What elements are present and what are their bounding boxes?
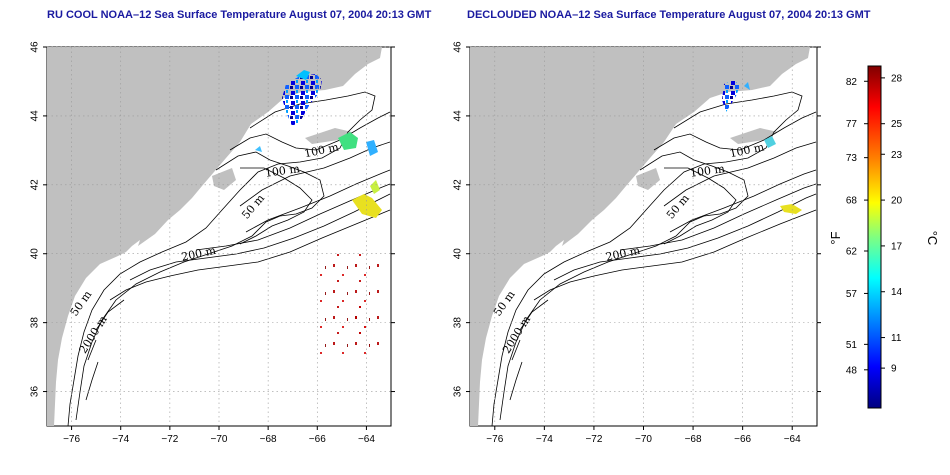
lon-tick-label: −64 — [784, 434, 801, 445]
colorbar-f-label: 73 — [846, 153, 858, 164]
lat-tick-label: 40 — [453, 248, 464, 260]
axis-ticks: −76 −74 −72 −70 −68 −66 −64 46 44 42 40 38 36 −76 −74 −… — [30, 41, 821, 445]
colorbar-c-label: 28 — [891, 73, 903, 84]
colorbar — [867, 65, 882, 409]
colorbar-c-label: 11 — [891, 333, 902, 344]
lat-tick-label: 38 — [453, 317, 464, 329]
lat-tick-label: 38 — [30, 317, 41, 329]
graticule-grid — [47, 46, 817, 426]
lat-tick-label: 46 — [453, 41, 464, 53]
colorbar-f-label: 51 — [846, 340, 858, 351]
colorbar-c-label: 9 — [891, 364, 897, 375]
fahrenheit-unit-label: °F — [828, 231, 843, 244]
colorbar-f-label: 57 — [846, 289, 858, 300]
colorbar-f-label: 48 — [846, 365, 858, 376]
colorbar-c-label: 25 — [891, 119, 903, 130]
lon-tick-label: −66 — [309, 434, 326, 445]
land-island — [305, 128, 352, 144]
land-island — [730, 128, 778, 144]
colorbar-c-label: 17 — [891, 241, 903, 252]
lat-tick-label: 40 — [30, 248, 41, 260]
lat-tick-label: 44 — [453, 110, 464, 122]
lon-tick-label: −68 — [685, 434, 702, 445]
land-mass — [470, 47, 810, 426]
lon-tick-label: −64 — [358, 434, 375, 445]
land-mass — [47, 47, 382, 426]
lon-tick-label: −72 — [161, 434, 178, 445]
lat-tick-label: 42 — [453, 179, 464, 191]
map-title-declouded: DECLOUDED NOAA–12 Sea Surface Temperatur… — [467, 9, 871, 21]
sst-declouded-data — [722, 80, 802, 214]
bathymetry-contours — [491, 91, 817, 427]
colorbar-f-label: 77 — [846, 119, 858, 130]
lon-tick-label: −74 — [112, 434, 129, 445]
colorbar-f-label: 82 — [846, 77, 858, 88]
lat-tick-label: 36 — [30, 386, 41, 398]
lon-tick-label: −70 — [635, 434, 652, 445]
contour-label: 100 m — [689, 162, 726, 180]
colorbar-gradient — [867, 65, 882, 409]
land-inlet — [120, 240, 140, 262]
sst-raw-data — [255, 70, 382, 358]
colorbar-c-label: 23 — [891, 150, 903, 161]
land-peninsula — [212, 168, 236, 190]
lon-tick-label: −74 — [536, 434, 553, 445]
colorbar-scale: 82 77 73 68 62 57 51 48 28 25 23 20 17 14 11 9 °F °C — [828, 73, 940, 376]
colorbar-c-label: 14 — [891, 287, 903, 298]
contour-label: 100 m — [264, 162, 301, 180]
lat-tick-label: 42 — [30, 179, 41, 191]
land-inlet — [544, 240, 564, 262]
lat-tick-label: 36 — [453, 386, 464, 398]
land-peninsula — [636, 168, 660, 190]
colorbar-c-label: 20 — [891, 196, 903, 207]
lon-tick-label: −68 — [260, 434, 277, 445]
lat-tick-label: 44 — [30, 110, 41, 122]
lat-tick-label: 46 — [30, 41, 41, 53]
colorbar-f-label: 68 — [846, 196, 858, 207]
lon-tick-label: −76 — [486, 434, 503, 445]
lon-tick-label: −70 — [211, 434, 228, 445]
lon-tick-label: −76 — [63, 434, 80, 445]
lon-tick-label: −72 — [585, 434, 602, 445]
colorbar-f-label: 62 — [846, 247, 858, 258]
celsius-unit-label: °C — [925, 231, 940, 246]
map-title-raw: RU COOL NOAA–12 Sea Surface Temperature … — [47, 9, 432, 21]
lon-tick-label: −66 — [734, 434, 751, 445]
